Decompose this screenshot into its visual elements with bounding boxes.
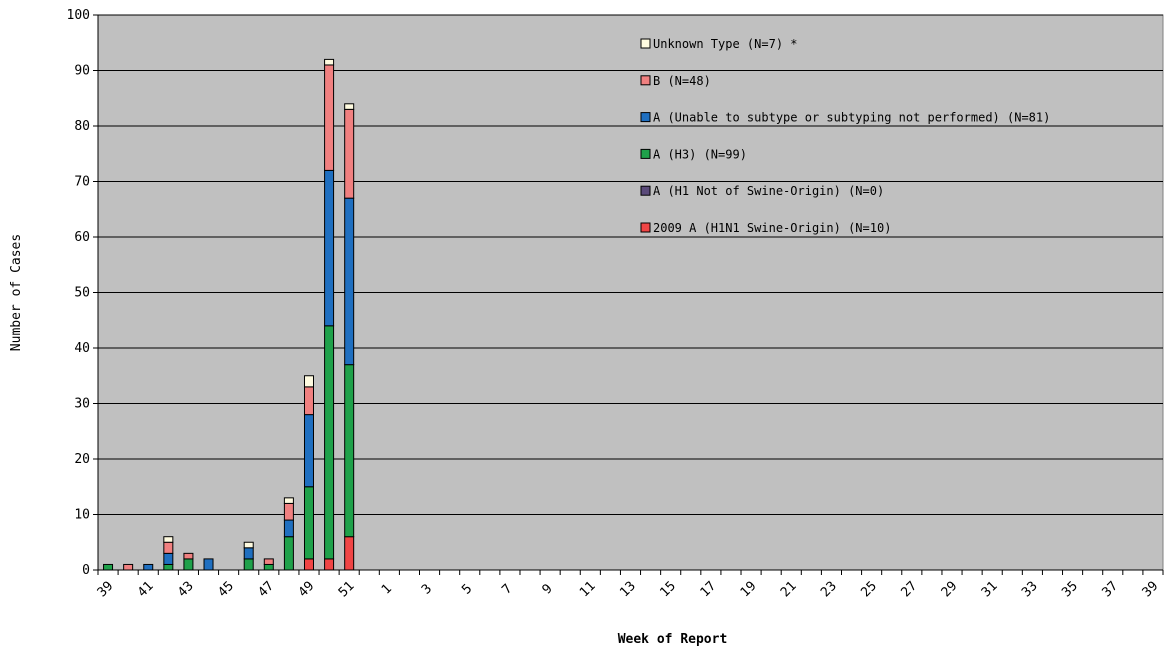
x-tick-label: 27 [899,579,921,601]
x-tick-label: 31 [979,579,1001,601]
x-tick-label: 11 [577,579,599,601]
bar-segment [303,386,314,416]
x-tick-label: 15 [657,579,679,601]
bar-segment [283,519,294,538]
bar-segment [303,375,314,388]
legend-label: B (N=48) [653,74,711,88]
x-tick-label: 19 [738,579,760,601]
x-tick-label: 43 [175,579,197,601]
bar-segment [283,536,294,571]
legend-swatch [640,75,651,86]
bar-segment [344,536,355,571]
y-tick-label: 100 [67,8,90,23]
x-tick-label: 33 [1019,579,1041,601]
x-tick-label: 17 [698,579,720,601]
legend-swatch [640,38,651,49]
bar-segment [263,563,274,571]
x-tick-label: 37 [1099,579,1121,601]
x-tick-label: 29 [939,579,961,601]
y-axis-title: Number of Cases [9,234,24,351]
legend-label: A (H3) (N=99) [653,147,747,161]
x-tick-label: 39 [95,579,117,601]
bar-segment [243,558,254,571]
y-tick-label: 50 [74,286,90,301]
legend-swatch [640,148,651,159]
bar-segment [283,497,294,504]
x-tick-label: 1 [379,581,395,597]
x-tick-label: 41 [135,579,157,601]
bar-segment [203,558,214,571]
bar-segment [324,325,335,560]
bar-segment [243,547,254,560]
bar-segment [163,536,174,543]
x-tick-label: 23 [818,579,840,601]
y-tick-label: 0 [82,563,90,578]
y-tick-label: 80 [74,119,90,134]
x-tick-label: 5 [459,581,475,597]
bar-segment [143,563,154,571]
x-tick-label: 25 [858,579,880,601]
x-axis-title: Week of Report [618,632,728,647]
bar-segment [103,563,114,571]
x-tick-label: 39 [1140,579,1162,601]
y-tick-label: 30 [74,397,90,412]
bar-segment [243,541,254,549]
bar-segment [324,58,335,66]
bar-segment [163,563,174,571]
y-tick-label: 60 [74,230,90,245]
x-tick-label: 35 [1059,579,1081,601]
x-tick-label: 13 [617,579,639,601]
x-tick-label: 49 [296,579,318,601]
x-tick-label: 9 [540,581,556,597]
bar-segment [283,502,294,521]
y-tick-label: 40 [74,341,90,356]
legend-swatch [640,222,651,233]
y-tick-label: 90 [74,64,90,79]
x-tick-label: 21 [778,579,800,601]
bar-segment [344,364,355,538]
bar-segment [163,541,174,554]
x-tick-label: 3 [419,581,435,597]
bar-segment [324,558,335,571]
x-tick-label: 45 [215,579,237,601]
bar-segment [183,552,194,560]
y-tick-label: 70 [74,175,90,190]
legend-label: A (H1 Not of Swine-Origin) (N=0) [653,184,884,198]
bar-segment [303,486,314,560]
y-tick-label: 10 [74,508,90,523]
x-tick-label: 47 [255,579,277,601]
legend-swatch [640,185,651,196]
bar-segment [324,64,335,171]
bar-segment [183,558,194,571]
bar-segment [303,558,314,571]
legend-label: 2009 A (H1N1 Swine-Origin) (N=10) [653,221,891,235]
legend-label: A (Unable to subtype or subtyping not pe… [653,111,1050,125]
bar-segment [344,197,355,366]
bar-segment [123,563,134,571]
bar-segment [344,103,355,110]
bar-segment [303,414,314,488]
legend-swatch [640,112,651,123]
bar-segment [324,169,335,327]
legend-label: Unknown Type (N=7) * [653,37,798,51]
x-tick-label: 7 [499,581,515,597]
bar-segment [263,558,274,565]
bar-segment [344,108,355,199]
y-tick-label: 20 [74,452,90,467]
bar-segment [163,552,174,565]
x-tick-label: 51 [336,579,358,601]
